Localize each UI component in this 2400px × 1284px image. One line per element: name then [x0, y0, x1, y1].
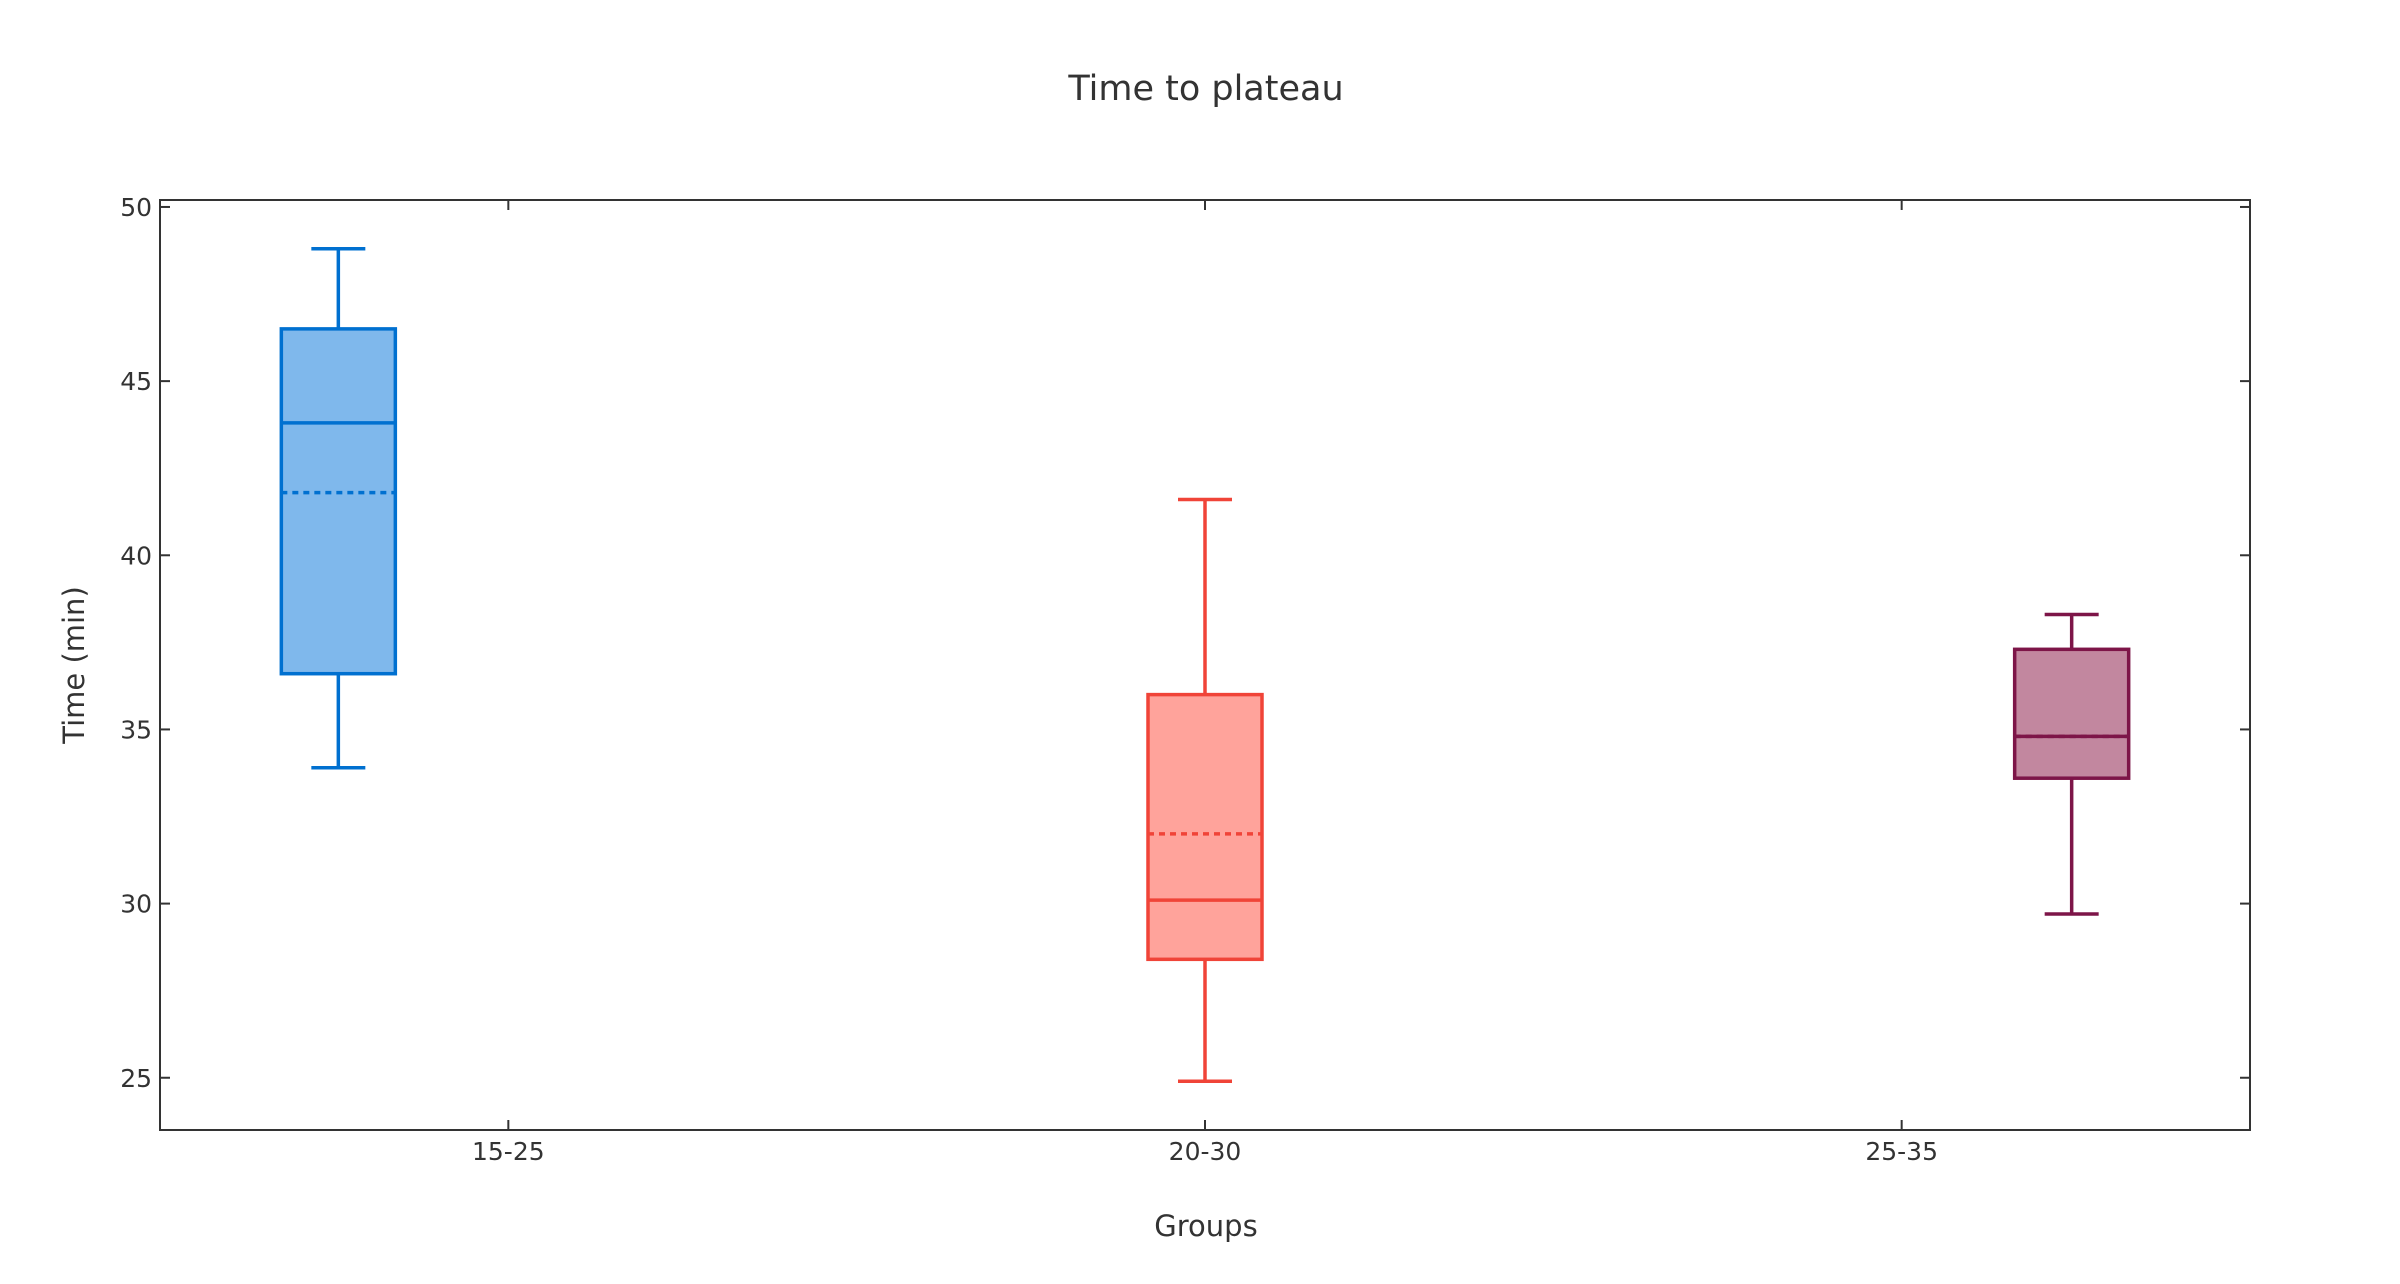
x-axis: 15-25 20-30 25-35 [472, 200, 1938, 1166]
y-axis-title: Time (min) [57, 586, 91, 745]
y-tick-label: 25 [120, 1064, 152, 1093]
y-tick-label: 35 [120, 715, 152, 744]
box-25-35 [2012, 612, 2131, 916]
box-body [1146, 692, 1264, 962]
x-tick-label: 25-35 [1865, 1137, 1938, 1166]
chart-title: Time to plateau [1067, 69, 1343, 109]
x-tick-label: 20-30 [1169, 1137, 1242, 1166]
y-axis: 25 30 35 40 45 50 [120, 193, 2250, 1093]
y-tick-label: 45 [120, 367, 152, 396]
x-axis-title: Groups [1154, 1209, 1257, 1243]
box-15-25 [279, 247, 398, 770]
box-body [2012, 647, 2131, 780]
box-20-30 [1146, 497, 1264, 1083]
y-tick-label: 30 [120, 890, 152, 919]
y-tick-label: 50 [120, 193, 152, 222]
y-tick-label: 40 [120, 541, 152, 570]
x-tick-label: 15-25 [472, 1137, 545, 1166]
box-series-group [279, 247, 2131, 1083]
box-body [279, 327, 398, 676]
